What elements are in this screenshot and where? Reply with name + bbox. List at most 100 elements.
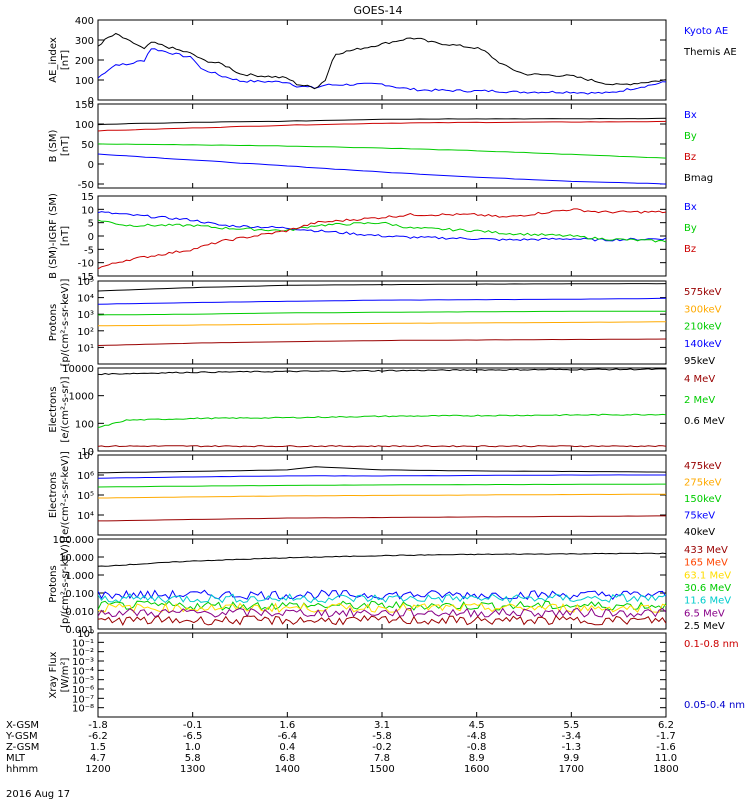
y-axis-label: B (SM) xyxy=(48,129,59,162)
y-tick-label: 200 xyxy=(75,56,94,67)
legend-entry: 0.1-0.8 nm xyxy=(684,639,739,650)
y-tick-label: 1.000 xyxy=(65,571,94,582)
panel-frame xyxy=(97,195,667,277)
panel-frame xyxy=(97,367,667,452)
legend-entry: 6.5 MeV xyxy=(684,608,725,619)
legend-entry: Bx xyxy=(684,110,697,121)
x-row-value: 3.1 xyxy=(374,720,390,731)
y-tick-label: 0.001 xyxy=(65,625,94,636)
x-row-value: 4.5 xyxy=(469,720,485,731)
legend-entry: Bz xyxy=(684,152,696,163)
x-row-value: 1800 xyxy=(653,764,678,775)
legend-entry: Bmag xyxy=(684,173,713,184)
y-axis-label: Protons xyxy=(48,565,59,602)
y-axis-label: B (SM)-IGRF (SM) xyxy=(48,193,59,279)
x-row-value: 1300 xyxy=(180,764,205,775)
series-line-bmag xyxy=(98,117,666,126)
series-line-0-6-mev xyxy=(98,368,666,376)
panel-ae: 0 100 200 300 400 AE_index [nT] Kyoto AE Themis … xyxy=(48,16,737,107)
x-row-value: 1200 xyxy=(85,764,110,775)
legend-entry: 11.6 MeV xyxy=(684,596,731,607)
x-row-value: 6.8 xyxy=(279,753,295,764)
y-tick-label: 10⁻¹ xyxy=(72,638,94,649)
y-tick-label: 10⁶ xyxy=(77,471,94,482)
y-tick-label: 100 xyxy=(75,76,94,87)
panel-frame xyxy=(97,538,667,630)
series-line-210kev xyxy=(98,310,666,316)
series-line-165-mev xyxy=(98,589,666,601)
y-tick-label: 10⁻³ xyxy=(72,657,94,668)
y-axis-label: [nT] xyxy=(60,50,71,70)
x-row-value: -6.4 xyxy=(278,731,298,742)
legend-entry: 433 MeV xyxy=(684,545,728,556)
x-row-value: 1400 xyxy=(275,764,300,775)
y-tick-label: 10⁻⁷ xyxy=(72,694,94,705)
x-row-value: -1.7 xyxy=(656,731,676,742)
y-tick-label: 100.000 xyxy=(53,535,94,546)
series-line-75kev xyxy=(98,474,666,479)
x-row-value: 1.0 xyxy=(185,742,201,753)
series-line-bz xyxy=(98,208,666,270)
y-tick-label: -50 xyxy=(78,180,94,191)
y-tick-label: 10⁻⁴ xyxy=(72,666,94,677)
y-tick-label: 10¹ xyxy=(77,343,94,354)
x-row-value: 1.5 xyxy=(90,742,106,753)
y-tick-label: 15 xyxy=(81,192,94,203)
series-line-bx xyxy=(98,211,666,242)
y-axis-label: AE_index xyxy=(48,37,59,83)
legend-entry: 165 MeV xyxy=(684,558,728,569)
y-axis-label: Xray Flux xyxy=(48,651,59,698)
legend-entry: By xyxy=(684,223,697,234)
series-line-11-6-mev xyxy=(98,602,666,614)
y-tick-label: 10 xyxy=(81,205,94,216)
x-row-label: MLT xyxy=(6,753,26,764)
x-row-value: -4.8 xyxy=(467,731,487,742)
y-axis-label: [p/(cm²-s-sr-keV)] xyxy=(60,279,71,367)
series-line-150kev xyxy=(98,483,666,488)
legend-entry: 275keV xyxy=(684,478,722,489)
x-row-label: Y-GSM xyxy=(5,731,38,742)
series-line-30-6-mev xyxy=(98,600,666,611)
series-line-63-1-mev xyxy=(98,593,666,604)
x-row-label: X-GSM xyxy=(6,720,39,731)
y-tick-label: 10.000 xyxy=(59,553,94,564)
panel-frame xyxy=(97,632,667,718)
y-axis-label: Electrons xyxy=(48,386,59,432)
x-row-value: -0.2 xyxy=(372,742,392,753)
series-line-by xyxy=(98,219,666,243)
legend-entry: By xyxy=(684,131,697,142)
panel-bigrf: -15 -10 -5 0 5 10 15 B (SM)-IGRF (SM) [nT] Bx By Bz xyxy=(48,192,697,283)
legend-entry: 575keV xyxy=(684,287,722,298)
x-row-value: 6.2 xyxy=(658,720,674,731)
x-row-value: -1.8 xyxy=(88,720,108,731)
legend-entry: 95keV xyxy=(684,356,715,367)
y-tick-label: 10⁴ xyxy=(77,511,94,522)
legend-entry: 30.6 MeV xyxy=(684,583,731,594)
x-row-value: -6.2 xyxy=(88,731,108,742)
series-line-95kev xyxy=(98,338,666,346)
y-tick-label: 10⁷ xyxy=(77,451,94,462)
panel-frame xyxy=(97,19,667,101)
y-tick-label: -5 xyxy=(84,245,94,256)
legend-entry: 210keV xyxy=(684,322,722,333)
legend-entry: 75keV xyxy=(684,511,715,522)
series-line-bz xyxy=(98,120,666,132)
legend-entry: 2 MeV xyxy=(684,395,715,406)
series-line-bx xyxy=(98,153,666,185)
legend-entry: 0.05-0.4 nm xyxy=(684,700,745,711)
legend-entry: 4 MeV xyxy=(684,374,715,385)
y-tick-label: 10³ xyxy=(77,310,94,321)
date-label: 2016 Aug 17 xyxy=(6,789,70,800)
x-row-value: 0.4 xyxy=(279,742,295,753)
panel-frame xyxy=(97,103,667,189)
y-tick-label: 300 xyxy=(75,36,94,47)
y-tick-label: 10⁴ xyxy=(77,294,94,305)
legend-entry: Bx xyxy=(684,202,697,213)
x-row-value: 7.8 xyxy=(374,753,390,764)
legend-entry: Bz xyxy=(684,244,696,255)
x-row-value: 5.5 xyxy=(563,720,579,731)
y-tick-label: 0 xyxy=(88,232,94,243)
series-line-6-5-mev xyxy=(98,607,666,618)
